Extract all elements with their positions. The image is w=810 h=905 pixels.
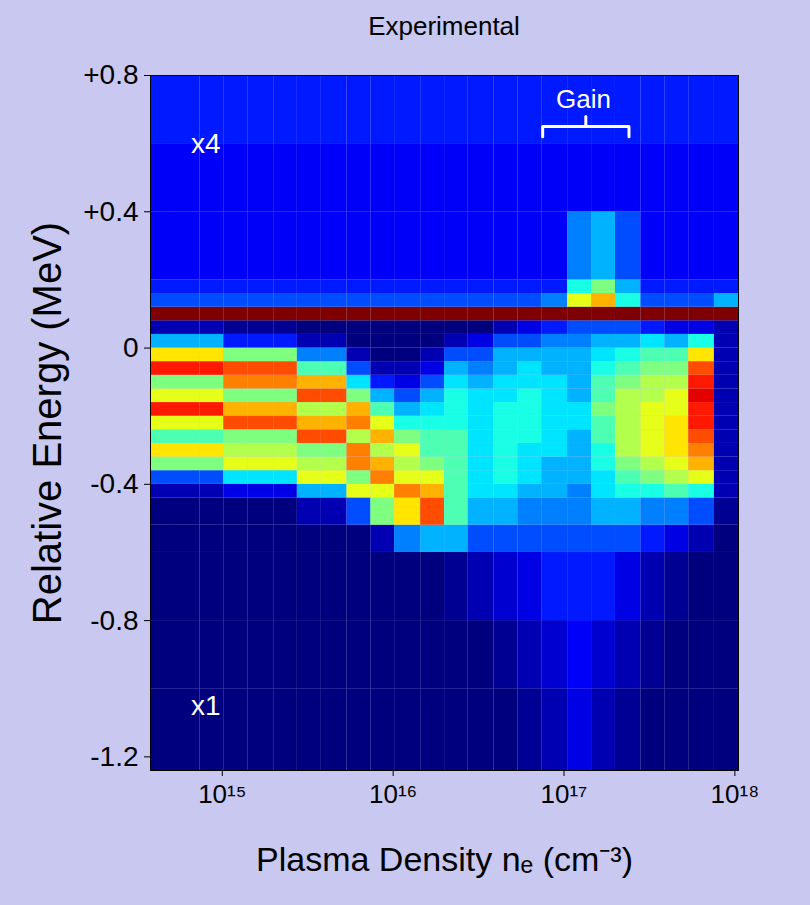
svg-text:10¹⁵: 10¹⁵ (198, 779, 246, 809)
html-text:Experimental: Experimental (368, 11, 520, 41)
svg-text:x4: x4 (191, 128, 221, 159)
svg-text:0: 0 (123, 332, 139, 363)
svg-text:-1.2: -1.2 (90, 741, 138, 772)
svg-text:10¹⁷: 10¹⁷ (541, 779, 588, 809)
svg-text:-0.8: -0.8 (90, 605, 138, 636)
svg-text:-0.4: -0.4 (90, 468, 138, 499)
svg-text:Relative Energy (MeV): Relative Energy (MeV) (25, 222, 69, 624)
svg-text:+0.4: +0.4 (83, 196, 138, 227)
svg-text:Plasma Density nₑ (cm⁻³): Plasma Density nₑ (cm⁻³) (256, 840, 633, 878)
svg-text:10¹⁶: 10¹⁶ (369, 779, 417, 809)
svg-text:Gain: Gain (556, 84, 611, 114)
svg-text:+0.8: +0.8 (83, 59, 138, 90)
svg-text:x1: x1 (191, 690, 221, 721)
svg-text:10¹⁸: 10¹⁸ (711, 779, 760, 809)
